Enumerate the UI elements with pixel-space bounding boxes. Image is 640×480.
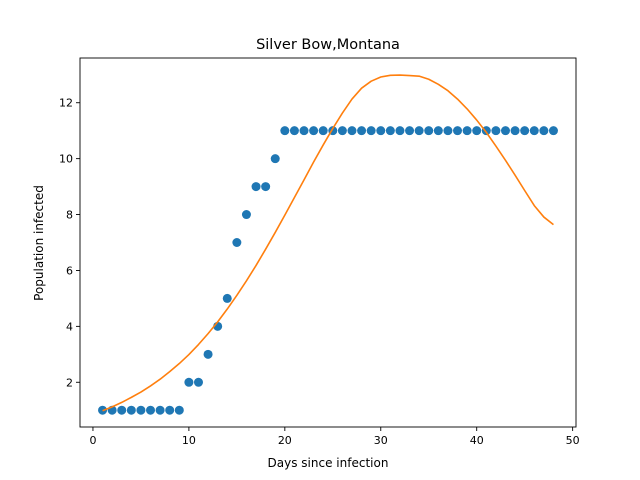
y-tick-label: 12 (59, 97, 73, 110)
data-point (280, 126, 290, 136)
data-point (289, 126, 299, 136)
data-point (366, 126, 376, 136)
x-tick-label: 20 (278, 434, 292, 447)
data-point (146, 405, 156, 415)
data-point (376, 126, 386, 136)
data-point (500, 126, 510, 136)
data-point (395, 126, 405, 136)
x-tick-label: 40 (470, 434, 484, 447)
data-point (548, 126, 558, 136)
data-point (385, 126, 395, 136)
data-point (241, 210, 251, 220)
data-point (203, 349, 213, 359)
data-point (270, 154, 280, 164)
data-point (347, 126, 357, 136)
data-point (414, 126, 424, 136)
data-point (165, 405, 175, 415)
plot-area (79, 57, 577, 428)
data-point (309, 126, 319, 136)
x-axis-label: Days since infection (268, 456, 389, 470)
y-axis-label: Population infected (32, 185, 46, 301)
x-tick-label: 30 (374, 434, 388, 447)
fit-line (102, 74, 554, 412)
x-tick-label: 0 (89, 434, 96, 447)
data-point (357, 126, 367, 136)
data-point (299, 126, 309, 136)
data-point (318, 126, 328, 136)
data-point (491, 126, 501, 136)
y-tick-label: 4 (66, 320, 73, 333)
y-tick-label: 2 (66, 376, 73, 389)
data-point (232, 238, 242, 247)
data-point (510, 126, 520, 136)
data-point (424, 126, 434, 136)
data-point (126, 405, 136, 415)
y-tick-label: 10 (59, 153, 73, 166)
axis-ticks: 0 10 20 30 40 50 2 4 6 8 10 12 (59, 97, 580, 447)
x-tick-label: 10 (182, 434, 196, 447)
chart-title: Silver Bow,Montana (256, 37, 400, 53)
data-point (222, 293, 232, 303)
data-point (251, 182, 261, 192)
data-point (261, 182, 271, 192)
data-point (453, 126, 463, 136)
data-point (155, 405, 165, 415)
data-point (433, 126, 443, 136)
y-tick-label: 6 (66, 264, 73, 277)
data-point (405, 126, 415, 136)
data-point (174, 405, 184, 415)
data-point (539, 126, 549, 136)
axes-frame (79, 57, 577, 428)
data-point (472, 126, 482, 136)
data-point (529, 126, 539, 136)
data-point (443, 126, 453, 136)
data-point (136, 405, 146, 415)
data-point (462, 126, 472, 136)
data-point (117, 405, 127, 415)
data-point (337, 126, 347, 136)
data-point (520, 126, 530, 136)
data-point (184, 377, 194, 387)
y-tick-label: 8 (66, 209, 73, 222)
data-point (193, 377, 203, 387)
x-tick-label: 50 (566, 434, 580, 447)
